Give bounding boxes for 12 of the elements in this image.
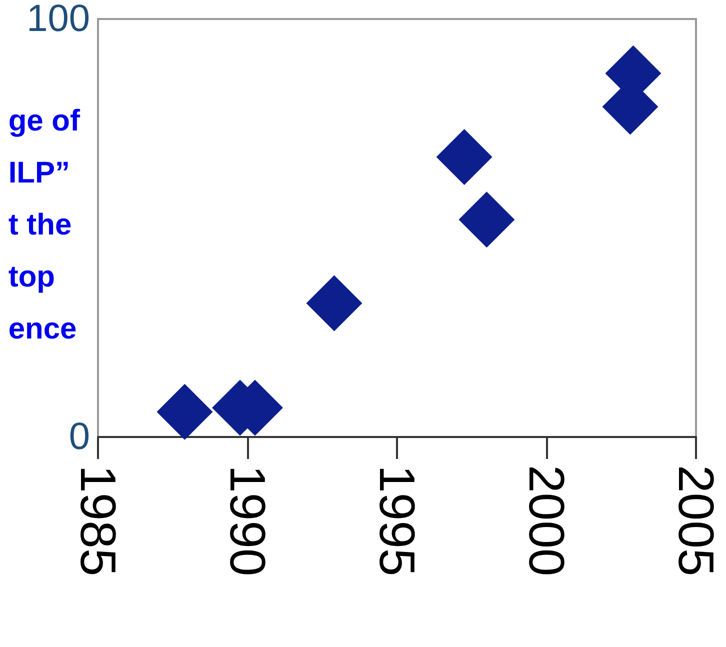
x-tick-label: 1990 [220,465,276,576]
x-tick-label: 1995 [369,465,425,576]
point [436,128,492,185]
x-tick-label: 2005 [668,465,724,576]
y-axis-title: ge of ILP” t the top ence [8,104,82,346]
y-tick-label: 0 [68,416,90,458]
x-tick-label: 1985 [70,465,126,576]
y-tick-label: 100 [26,0,90,40]
point [458,192,515,248]
point [156,384,213,440]
point [306,275,362,332]
x-tick-label: 2000 [518,465,574,576]
